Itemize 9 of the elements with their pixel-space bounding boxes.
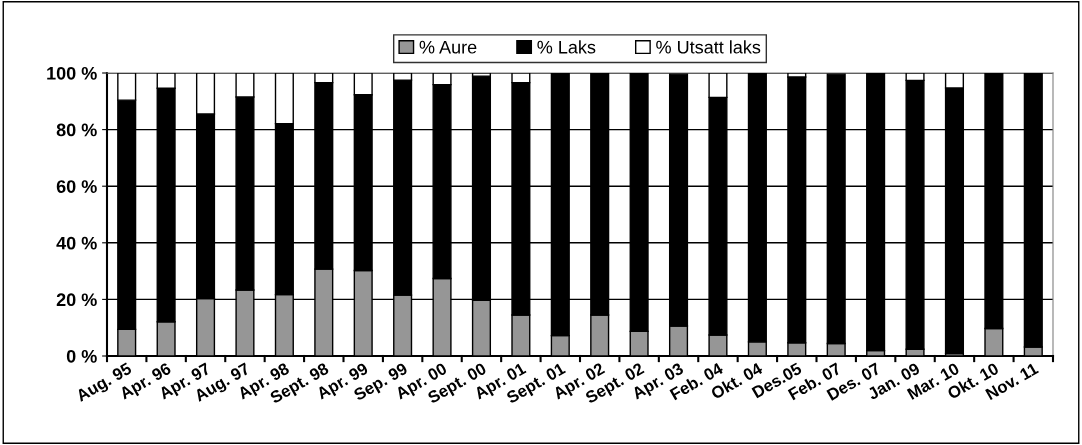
y-tick-label: 100 % bbox=[47, 66, 97, 80]
y-tick-label: 20 % bbox=[56, 293, 97, 307]
legend-label: % Aure bbox=[419, 40, 477, 54]
y-tick-label: 80 % bbox=[56, 123, 97, 137]
legend-label: % Laks bbox=[537, 40, 596, 54]
legend-label: % Utsatt laks bbox=[656, 40, 761, 54]
y-tick-label: 60 % bbox=[56, 180, 97, 193]
y-tick-label: 40 % bbox=[56, 236, 97, 250]
y-tick-label: 0 % bbox=[66, 349, 97, 363]
